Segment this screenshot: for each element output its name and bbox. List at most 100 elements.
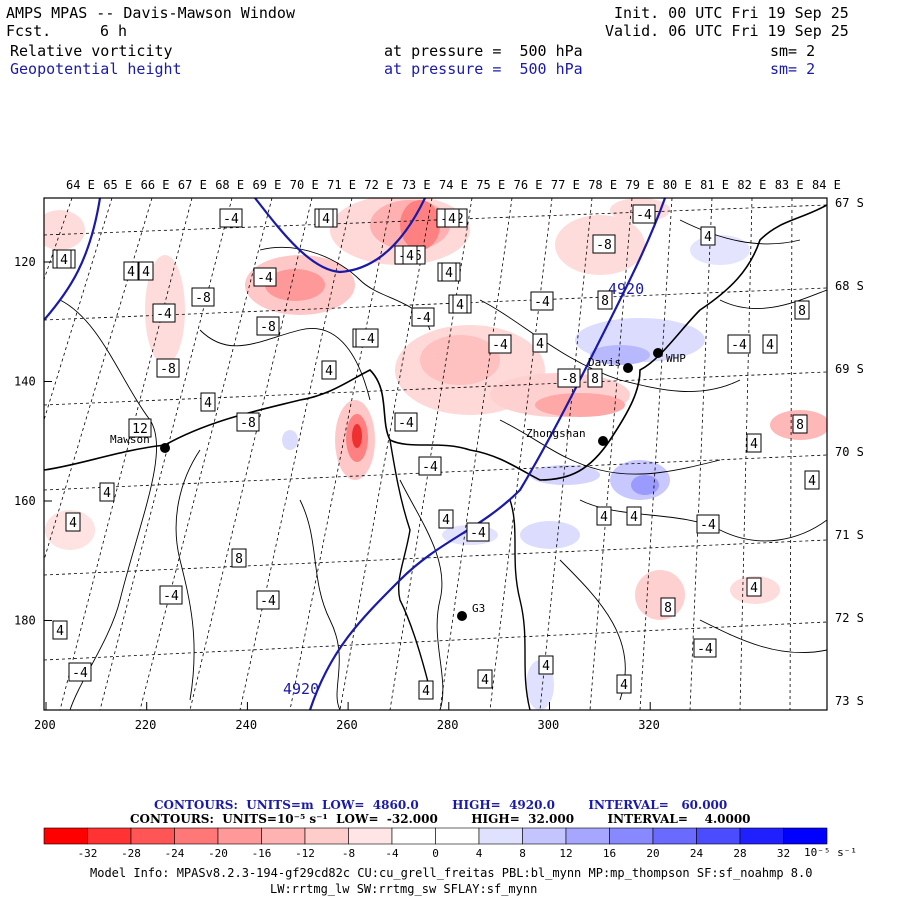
vorticity-label-box: -8 <box>156 358 180 378</box>
longitude-label: 76 E <box>514 178 543 192</box>
vorticity-label-box: 8 <box>792 414 808 434</box>
colorbar-units: 10⁻⁵ s⁻¹ <box>804 846 857 859</box>
model-info-line2: LW:rrtmg_lw SW:rrtmg_sw SFLAY:sf_mynn <box>270 882 538 896</box>
svg-text:-4: -4 <box>731 338 747 353</box>
colorbar-segment <box>304 827 349 845</box>
colorbar-tick-label: 32 <box>777 847 790 860</box>
init-time: Init. 00 UTC Fri 19 Sep 25 <box>614 4 849 22</box>
vorticity-label-box: -4 <box>159 585 183 605</box>
latitude-label: 72 S <box>835 611 864 625</box>
colorbar-tick-label: -16 <box>252 847 272 860</box>
vorticity-label-box: 4 <box>321 360 337 380</box>
longitude-label: 80 E <box>663 178 692 192</box>
station-mawson-marker <box>160 443 170 453</box>
colorbar-segment <box>348 827 393 845</box>
ice-shelf-outline <box>389 439 531 710</box>
longitude-label: 77 E <box>551 178 580 192</box>
vorticity-label-box: -4 <box>696 514 720 534</box>
vorticity-label-box: -8 <box>592 234 616 254</box>
vorticity-label-box: 4 <box>700 226 716 246</box>
height-contour-label: 4920 <box>283 680 319 698</box>
vorticity-label-box: 4 <box>746 577 762 597</box>
vorticity-label-box: -4 <box>693 638 717 658</box>
vorticity-label-box: 4 <box>477 669 493 689</box>
vorticity-label-box: 4 <box>418 680 434 700</box>
field2-level: at pressure = 500 hPa <box>384 60 583 78</box>
colorbar-tick-label: 24 <box>690 847 704 860</box>
geopotential-height-contours <box>44 198 667 710</box>
svg-text:-4: -4 <box>534 295 550 310</box>
vorticity-label-box: -4 <box>253 267 277 287</box>
colorbar-segment <box>696 827 741 845</box>
valid-time: Valid. 06 UTC Fri 19 Sep 25 <box>605 22 849 40</box>
colorbar-tick-label: -8 <box>342 847 355 860</box>
svg-text:4: 4 <box>406 249 414 264</box>
svg-text:4: 4 <box>69 516 77 531</box>
stations: Mawson Zhongshan Davis WHP G3 <box>110 348 686 621</box>
y-tick-label: 180 <box>14 614 36 628</box>
svg-text:8: 8 <box>798 304 806 319</box>
top-longitude-labels: 64 E 65 E 66 E 67 E 68 E 69 E 70 E 71 E 72 E 73 E… <box>66 178 841 192</box>
longitude-label: 68 E <box>215 178 244 192</box>
longitude-label: 82 E <box>737 178 766 192</box>
svg-text:4: 4 <box>445 266 453 281</box>
vorticity-contour-labels: -4-4-8-12-16-8-8-44-4-8-44-8-8-448-4-48-… <box>52 204 820 700</box>
latitude-label: 73 S <box>835 694 864 708</box>
y-tick-label: 140 <box>14 375 36 389</box>
longitude-label: 70 E <box>290 178 319 192</box>
colorbar-segment <box>739 827 784 845</box>
colorbar-tick-label: 20 <box>646 847 659 860</box>
vorticity-label-box: 4 <box>138 261 154 281</box>
colorbar-segment <box>652 827 697 845</box>
map-plot-area: Mawson Zhongshan Davis WHP G3 4920 4920 … <box>44 198 827 710</box>
svg-text:4: 4 <box>127 265 135 280</box>
longitude-label: 83 E <box>775 178 804 192</box>
vorticity-label-box: -4 <box>466 522 490 542</box>
svg-text:-4: -4 <box>156 307 172 322</box>
vorticity-label-box: -4 <box>152 303 176 323</box>
longitude-label: 84 E <box>812 178 841 192</box>
longitude-label: 65 E <box>103 178 132 192</box>
field1-name: Relative vorticity <box>10 42 173 60</box>
vorticity-label-box: -4 <box>418 456 442 476</box>
colorbar-segment <box>435 827 480 845</box>
station-g3-label: G3 <box>472 602 485 615</box>
vorticity-label-box: 4 <box>318 208 334 228</box>
svg-text:-8: -8 <box>240 416 256 431</box>
svg-text:-4: -4 <box>700 518 716 533</box>
colorbar-segment <box>217 827 262 845</box>
svg-text:-4: -4 <box>470 526 486 541</box>
x-tick-label: 260 <box>336 718 358 732</box>
svg-text:4: 4 <box>600 510 608 525</box>
colorbar-tick-label: -4 <box>385 847 399 860</box>
svg-text:8: 8 <box>601 294 609 309</box>
vorticity-label-box: -8 <box>191 287 215 307</box>
colorbar-tick-label: -20 <box>208 847 228 860</box>
longitude-label: 74 E <box>439 178 468 192</box>
legend-height-contours: CONTOURS: UNITS=m LOW= 4860.0 HIGH= 4920… <box>154 798 728 812</box>
colorbar-tick-label: 8 <box>519 847 526 860</box>
longitude-label: 78 E <box>588 178 617 192</box>
vorticity-label-box: 8 <box>794 300 810 320</box>
svg-text:4: 4 <box>60 253 68 268</box>
vorticity-label-box: 8 <box>231 548 247 568</box>
svg-text:4: 4 <box>542 659 550 674</box>
svg-text:4: 4 <box>142 265 150 280</box>
vorticity-label-box: -8 <box>236 412 260 432</box>
colorbar-segment <box>609 827 654 845</box>
x-tick-label: 300 <box>538 718 560 732</box>
vorticity-label-box: 4 <box>532 333 548 353</box>
latitude-label: 68 S <box>835 279 864 293</box>
svg-text:4: 4 <box>808 474 816 489</box>
vorticity-label-box: 4 <box>65 512 81 532</box>
colorbar-tick-label: 28 <box>733 847 746 860</box>
vorticity-label-box: -8 <box>557 368 581 388</box>
svg-text:-8: -8 <box>195 291 211 306</box>
station-davis-label: Davis <box>588 356 621 369</box>
station-zhongshan-marker <box>598 436 608 446</box>
svg-text:-4: -4 <box>415 311 431 326</box>
svg-text:4: 4 <box>422 684 430 699</box>
vorticity-label-box: -4 <box>256 590 280 610</box>
svg-text:-8: -8 <box>561 372 577 387</box>
